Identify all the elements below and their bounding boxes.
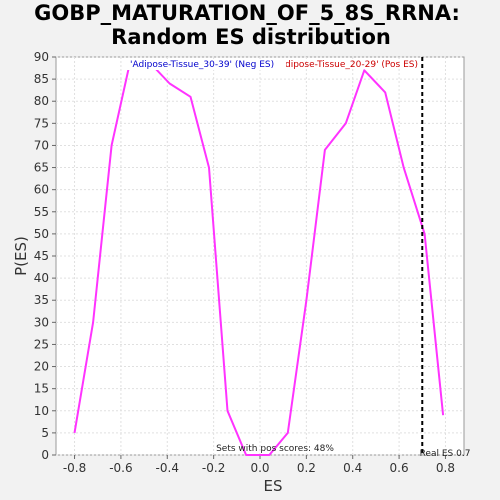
chart-title-line-2: Random ES distribution	[111, 25, 391, 49]
y-tick-label: 80	[34, 94, 49, 108]
x-axis-label: ES	[264, 477, 283, 495]
y-tick-label: 15	[34, 382, 49, 396]
y-tick-label: 55	[34, 205, 49, 219]
y-tick-label: 40	[34, 271, 49, 285]
axes-layer: 0 5 10 15 20 25 30 35 40 45 50 55 60 65 70 75 80 85 90 -0.8…	[34, 50, 455, 475]
y-axis-label: P(ES)	[12, 236, 30, 276]
y-tick-label: 65	[34, 161, 49, 175]
x-tick-label: 0.0	[250, 461, 269, 475]
y-tick-label: 25	[34, 337, 49, 351]
y-tick-label: 90	[34, 50, 49, 64]
x-tick-label: -0.6	[109, 461, 132, 475]
legend: 'Adipose-Tissue_20-29' (Pos ES)'Adipose-…	[126, 59, 418, 70]
x-tick-label: 0.6	[390, 461, 409, 475]
grid-layer	[56, 56, 464, 456]
x-tick-label: -0.8	[63, 461, 86, 475]
x-tick-label: 0.4	[343, 461, 362, 475]
x-tick-label: -0.2	[202, 461, 225, 475]
legend-neg-bg	[126, 59, 286, 70]
y-tick-label: 35	[34, 293, 49, 307]
legend-pos-es: 'Adipose-Tissue_20-29' (Pos ES)	[277, 60, 418, 70]
y-tick-label: 5	[41, 426, 49, 440]
y-tick-label: 50	[34, 227, 49, 241]
y-tick-label: 20	[34, 360, 49, 374]
y-tick-label: 75	[34, 116, 49, 130]
pos-scores-annotation: Sets with pos scores: 48%	[216, 444, 334, 454]
x-tick-label: 0.8	[436, 461, 455, 475]
y-tick-label: 60	[34, 183, 49, 197]
legend-neg-es: 'Adipose-Tissue_30-39' (Neg ES)	[130, 60, 274, 70]
y-tick-label: 0	[41, 448, 49, 462]
x-tick-label: 0.2	[297, 461, 316, 475]
y-tick-label: 10	[34, 404, 49, 418]
y-tick-label: 30	[34, 315, 49, 329]
real-es-label: Real ES 0.7	[420, 449, 471, 459]
y-tick-label: 85	[34, 72, 49, 86]
x-tick-label: -0.4	[156, 461, 179, 475]
y-tick-label: 45	[34, 249, 49, 263]
chart-title-line-1: GOBP_MATURATION_OF_5_8S_RRNA:	[34, 1, 460, 25]
y-tick-label: 70	[34, 138, 49, 152]
